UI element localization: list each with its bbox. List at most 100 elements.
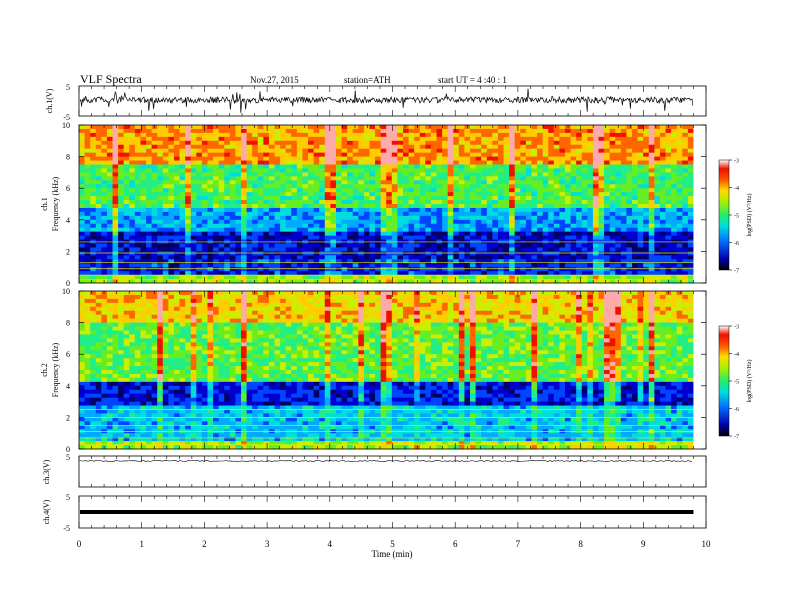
spectrogram-cell xyxy=(671,255,678,260)
spectrogram-cell xyxy=(157,140,164,146)
spectrogram-cell xyxy=(509,291,516,296)
spectrogram-cell xyxy=(173,204,180,209)
spectrogram-cell xyxy=(235,235,242,240)
spectrogram-cell xyxy=(240,168,247,173)
spectrogram-cell xyxy=(274,302,281,308)
spectrogram-cell xyxy=(458,306,465,312)
spectrogram-cell xyxy=(436,243,443,248)
spectrogram-cell xyxy=(369,200,376,205)
spectrogram-cell xyxy=(648,207,655,213)
spectrogram-cell xyxy=(274,255,281,260)
spectrogram-cell xyxy=(665,235,672,240)
spectrogram-cell xyxy=(179,140,186,146)
spectrogram-cell xyxy=(324,172,331,177)
spectrogram-cell xyxy=(335,306,342,312)
spectrogram-cell xyxy=(553,211,560,217)
spectrogram-cell xyxy=(190,306,197,312)
spectrogram-cell xyxy=(129,180,136,185)
spectrogram-cell xyxy=(687,259,694,264)
spectrogram-cell xyxy=(151,267,158,272)
spectrogram-cell xyxy=(296,263,303,268)
spectrogram-cell xyxy=(442,156,449,161)
spectrogram-cell xyxy=(106,211,113,217)
spectrogram-cell xyxy=(503,140,510,146)
spectrogram-cell xyxy=(659,291,666,296)
spectrogram-cell xyxy=(442,136,449,142)
spectrogram-cell xyxy=(643,243,650,248)
spectrogram-cell xyxy=(537,148,544,154)
spectrogram-cell xyxy=(587,263,594,268)
spectrogram-cell xyxy=(207,152,214,157)
spectrogram-cell xyxy=(503,263,510,268)
spectrogram-cell xyxy=(134,128,141,134)
spectrogram-cell xyxy=(531,164,538,169)
spectrogram-cell xyxy=(101,215,108,221)
spectrogram-cell xyxy=(648,125,655,130)
spectrogram-cell xyxy=(648,247,655,252)
spectrogram-cell xyxy=(609,298,616,304)
spectrogram-cell xyxy=(246,275,253,280)
spectrogram-cell xyxy=(397,231,404,236)
spectrogram-cell xyxy=(352,231,359,236)
spectrogram-cell xyxy=(447,204,454,209)
spectrogram-cell xyxy=(553,294,560,300)
spectrogram-cell xyxy=(146,279,153,284)
spectrogram-cell xyxy=(492,200,499,205)
spectrogram-cell xyxy=(313,188,320,193)
spectrogram-cell xyxy=(604,302,611,308)
spectrogram-cell xyxy=(134,164,141,169)
spectrogram-cell xyxy=(676,128,683,134)
spectrogram-cell xyxy=(481,227,488,233)
spectrogram-cell xyxy=(224,259,231,264)
spectrogram-cell xyxy=(598,136,605,142)
spectrogram-cell xyxy=(240,192,247,197)
spectrogram-cell xyxy=(95,294,102,300)
spectrogram-cell xyxy=(151,140,158,146)
spectrogram-cell xyxy=(375,247,382,252)
spectrogram-cell xyxy=(291,176,298,181)
spectrogram-cell xyxy=(497,291,504,296)
spectrogram-cell xyxy=(95,247,102,252)
spectrogram-cell xyxy=(224,204,231,209)
spectrogram-cell xyxy=(570,180,577,185)
spectrogram-cell xyxy=(442,291,449,296)
spectrogram-cell xyxy=(486,227,493,233)
spectrogram-cell xyxy=(146,152,153,157)
spectrogram-cell xyxy=(324,251,331,256)
spectrogram-cell xyxy=(637,215,644,221)
spectrogram-cell xyxy=(486,172,493,177)
spectrogram-cell xyxy=(525,294,532,300)
spectrogram-cell xyxy=(408,259,415,264)
spectrogram-cell xyxy=(134,302,141,308)
spectrogram-cell xyxy=(229,302,236,308)
spectrogram-cell xyxy=(347,196,354,201)
spectrogram-cell xyxy=(151,211,158,217)
spectrogram-cell xyxy=(218,215,225,221)
spectrogram-cell xyxy=(134,235,141,240)
spectrogram-cell xyxy=(106,152,113,157)
spectrogram-cell xyxy=(224,196,231,201)
spectrogram-cell xyxy=(79,188,85,193)
spectrogram-cell xyxy=(369,132,376,138)
spectrogram-cell xyxy=(414,184,421,189)
spectrogram-cell xyxy=(252,227,259,233)
spectrogram-cell xyxy=(280,215,287,221)
spectrogram-cell xyxy=(101,302,108,308)
spectrogram-cell xyxy=(402,235,409,240)
spectrogram-cell xyxy=(671,302,678,308)
spectrogram-cell xyxy=(637,259,644,264)
spectrogram-cell xyxy=(79,128,85,134)
spectrogram-cell xyxy=(352,251,359,256)
spectrogram-cell xyxy=(369,152,376,157)
spectrogram-cell xyxy=(134,196,141,201)
spectrogram-cell xyxy=(458,192,465,197)
spectrogram-cell xyxy=(151,243,158,248)
spectrogram-cell xyxy=(313,168,320,173)
spectrogram-cell xyxy=(397,152,404,157)
spectrogram-cell xyxy=(157,223,164,229)
spectrogram-cell xyxy=(609,132,616,138)
spectrogram-cell xyxy=(363,180,370,185)
spectrogram-cell xyxy=(525,235,532,240)
spectrogram-cell xyxy=(229,215,236,221)
spectrogram-cell xyxy=(380,247,387,252)
